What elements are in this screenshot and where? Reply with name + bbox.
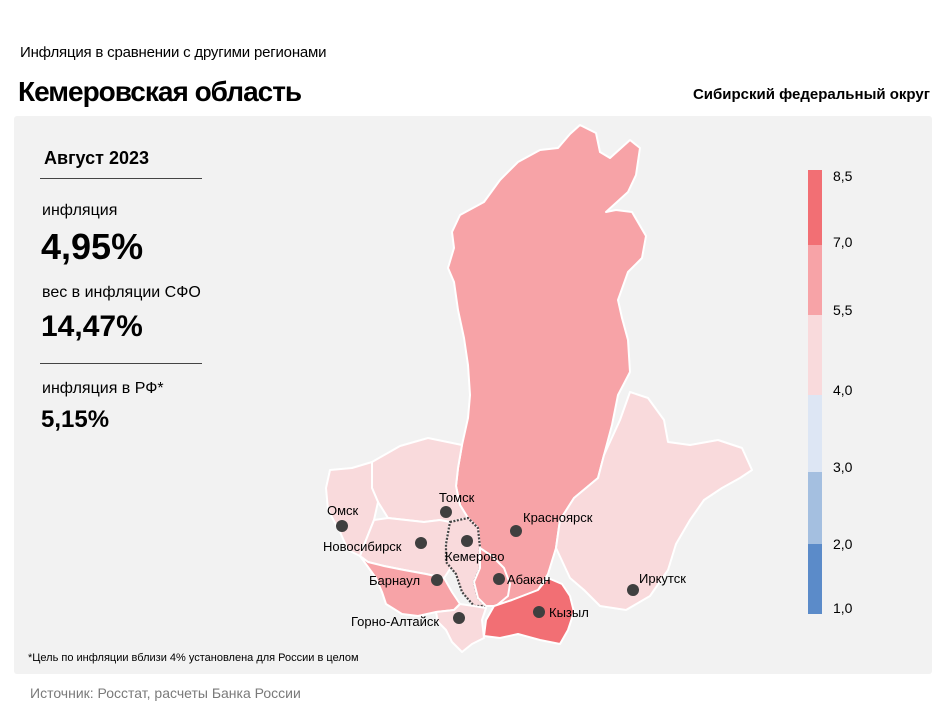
city-marker[interactable] [533,606,545,618]
city-label-gorno-altaysk: Горно-Алтайск [351,614,439,629]
legend-tick: 4,0 [833,382,853,398]
city-label-abakan: Абакан [507,572,550,587]
legend-swatch [808,395,822,472]
city-label-omsk: Омск [327,503,359,518]
divider [40,178,202,179]
legend-tick: 3,0 [833,459,853,475]
rf-inflation-value: 5,15% [41,406,110,433]
page-title: Кемеровская область [18,76,302,107]
chart-subtitle: Инфляция в сравнении с другими регионами [20,44,327,61]
city-label-irkutsk: Иркутск [639,571,686,586]
region-irkutsk[interactable] [555,391,753,611]
city-marker[interactable] [493,573,505,585]
city-label-tomsk: Томск [439,490,475,505]
stats-panel: Август 2023 инфляция 4,95% вес в инфляци… [14,116,244,674]
city-label-krasnoyarsk: Красноярск [523,510,593,525]
legend-tick: 5,5 [833,302,853,318]
divider [40,363,202,364]
city-marker[interactable] [453,612,465,624]
city-label-novosibirsk: Новосибирск [323,539,402,554]
region-tomsk[interactable] [371,437,469,523]
legend-tick: 8,5 [833,168,853,184]
city-marker[interactable] [461,535,473,547]
source-note: Источник: Росстат, расчеты Банка России [30,685,301,701]
legend: 8,5 7,0 5,5 4,0 3,0 2,0 1,0 [808,168,853,616]
weight-label: вес в инфляции СФО [42,284,201,301]
legend-swatch [808,544,822,614]
footnote: *Цель по инфляции вблизи 4% установлена … [28,652,359,664]
district-label: Сибирский федеральный округ [692,86,930,103]
legend-tick: 7,0 [833,234,853,250]
city-marker[interactable] [440,506,452,518]
city-label-kemerovo: Кемерово [445,549,504,564]
region-tyva[interactable] [483,577,575,645]
period-label: Август 2023 [44,148,149,168]
legend-tick: 1,0 [833,600,853,616]
weight-value: 14,47% [41,310,143,343]
city-marker[interactable] [510,525,522,537]
city-marker[interactable] [415,537,427,549]
city-labels: Омск Томск Красноярск Новосибирск Кемеро… [323,490,686,629]
city-marker[interactable] [336,520,348,532]
inflation-label: инфляция [42,202,118,219]
rf-inflation-label: инфляция в РФ* [42,380,164,397]
city-label-barnaul: Барнаул [369,573,420,588]
legend-swatch [808,472,822,544]
region-altai-rep[interactable] [435,603,487,653]
legend-swatch [808,315,822,395]
city-markers [336,506,639,624]
legend-swatch [808,245,822,315]
region-khakassia[interactable] [473,547,511,607]
legend-tick: 2,0 [833,536,853,552]
city-marker[interactable] [627,584,639,596]
inflation-value: 4,95% [41,226,144,267]
city-label-kyzyl: Кызыл [549,605,589,620]
city-marker[interactable] [431,574,443,586]
legend-swatch [808,170,822,245]
